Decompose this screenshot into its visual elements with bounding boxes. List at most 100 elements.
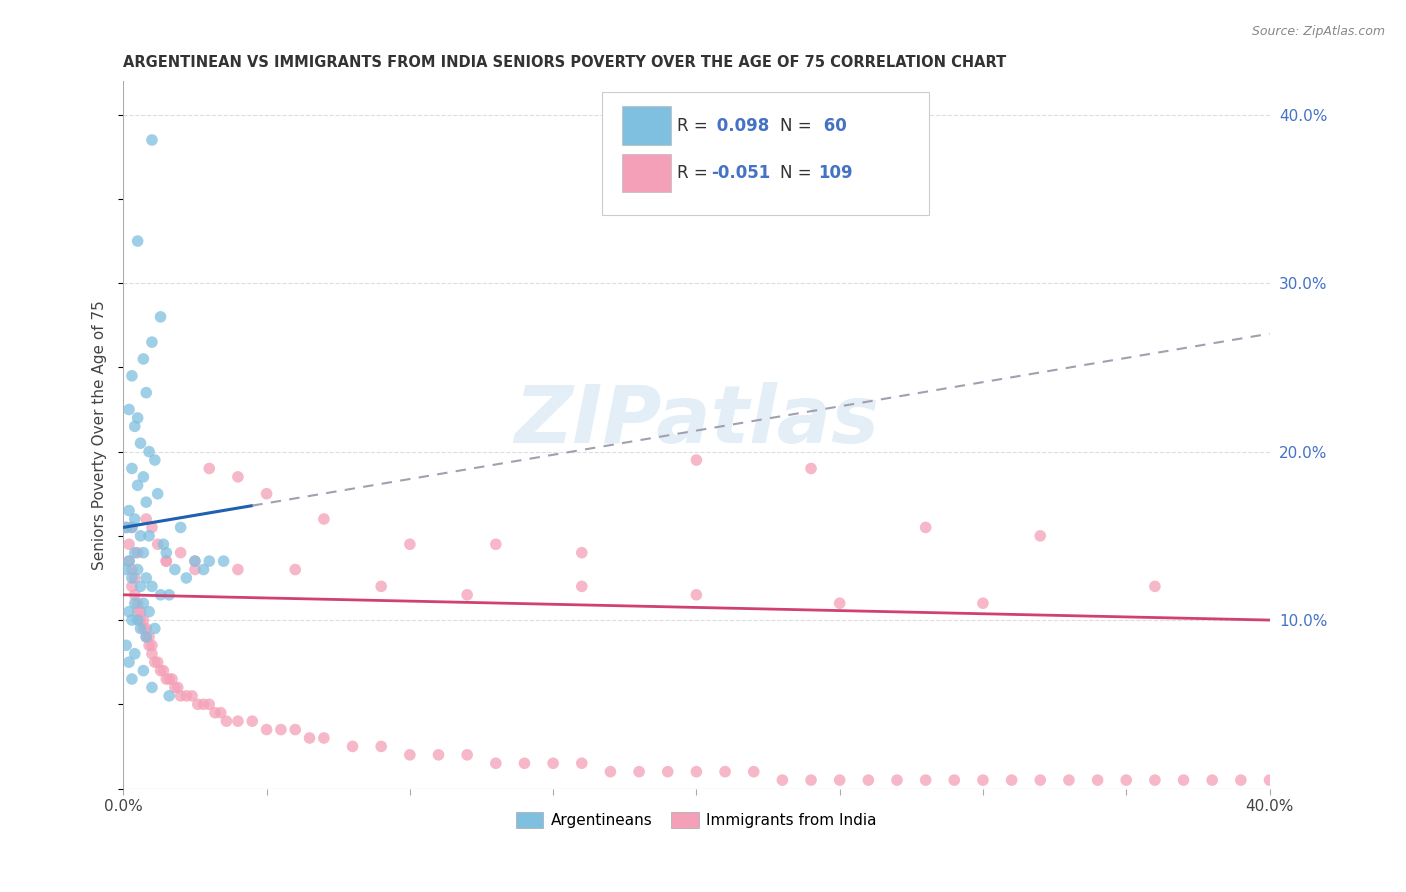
- Point: [146, 487, 169, 501]
- Point: [943, 773, 966, 788]
- Point: [124, 571, 146, 585]
- Legend: Argentineans, Immigrants from India: Argentineans, Immigrants from India: [510, 805, 883, 834]
- Point: [124, 647, 146, 661]
- Point: [886, 773, 908, 788]
- Point: [226, 714, 249, 728]
- Point: [121, 579, 143, 593]
- Point: [184, 554, 207, 568]
- Text: 60: 60: [818, 117, 846, 135]
- Point: [770, 773, 793, 788]
- Point: [571, 756, 593, 771]
- Y-axis label: Seniors Poverty Over the Age of 75: Seniors Poverty Over the Age of 75: [93, 300, 107, 570]
- Point: [166, 681, 188, 695]
- Point: [370, 739, 392, 754]
- Point: [141, 681, 163, 695]
- Point: [513, 756, 536, 771]
- Point: [628, 764, 651, 779]
- Point: [115, 520, 138, 534]
- Point: [141, 335, 163, 350]
- Point: [209, 706, 232, 720]
- Point: [138, 630, 160, 644]
- Point: [118, 402, 141, 417]
- Point: [121, 571, 143, 585]
- Point: [127, 478, 149, 492]
- Point: [256, 723, 278, 737]
- Point: [240, 714, 263, 728]
- Point: [118, 554, 141, 568]
- Point: [828, 596, 851, 610]
- FancyBboxPatch shape: [621, 153, 671, 193]
- Point: [132, 351, 155, 366]
- Point: [1143, 579, 1166, 593]
- Point: [127, 234, 149, 248]
- Point: [138, 605, 160, 619]
- Point: [135, 571, 157, 585]
- Point: [312, 512, 335, 526]
- Point: [169, 546, 191, 560]
- Point: [176, 571, 198, 585]
- Point: [399, 537, 422, 551]
- Point: [155, 546, 177, 560]
- Point: [742, 764, 765, 779]
- Point: [143, 655, 166, 669]
- Point: [198, 554, 221, 568]
- Point: [135, 622, 157, 636]
- Point: [138, 444, 160, 458]
- Point: [858, 773, 880, 788]
- Point: [541, 756, 564, 771]
- Point: [155, 672, 177, 686]
- Point: [1000, 773, 1022, 788]
- Point: [571, 579, 593, 593]
- Point: [129, 613, 152, 627]
- Point: [485, 756, 508, 771]
- Point: [212, 554, 235, 568]
- Point: [127, 411, 149, 425]
- Point: [157, 672, 180, 686]
- Point: [129, 605, 152, 619]
- Point: [176, 689, 198, 703]
- Point: [685, 453, 707, 467]
- Point: [121, 672, 143, 686]
- Point: [187, 698, 209, 712]
- Point: [184, 554, 207, 568]
- Point: [972, 596, 994, 610]
- Point: [427, 747, 450, 762]
- FancyBboxPatch shape: [602, 92, 929, 216]
- Point: [149, 310, 172, 324]
- Point: [132, 622, 155, 636]
- Point: [163, 562, 186, 576]
- Text: -0.051: -0.051: [711, 164, 770, 182]
- Point: [1115, 773, 1137, 788]
- Point: [141, 579, 163, 593]
- Point: [135, 630, 157, 644]
- Point: [149, 588, 172, 602]
- Point: [127, 605, 149, 619]
- Point: [1201, 773, 1223, 788]
- Point: [129, 579, 152, 593]
- Point: [370, 579, 392, 593]
- Text: 0.098: 0.098: [711, 117, 769, 135]
- Point: [198, 461, 221, 475]
- Point: [132, 596, 155, 610]
- Text: N =: N =: [780, 117, 817, 135]
- Point: [152, 537, 174, 551]
- Point: [146, 537, 169, 551]
- Point: [149, 664, 172, 678]
- Point: [456, 588, 478, 602]
- Point: [129, 436, 152, 450]
- Point: [1230, 773, 1253, 788]
- Point: [118, 503, 141, 517]
- Point: [129, 622, 152, 636]
- Point: [270, 723, 292, 737]
- Point: [193, 562, 215, 576]
- Point: [143, 622, 166, 636]
- Point: [714, 764, 737, 779]
- Point: [657, 764, 679, 779]
- Point: [599, 764, 621, 779]
- Point: [121, 461, 143, 475]
- Point: [132, 546, 155, 560]
- Point: [127, 613, 149, 627]
- Point: [124, 588, 146, 602]
- Point: [135, 385, 157, 400]
- Point: [141, 638, 163, 652]
